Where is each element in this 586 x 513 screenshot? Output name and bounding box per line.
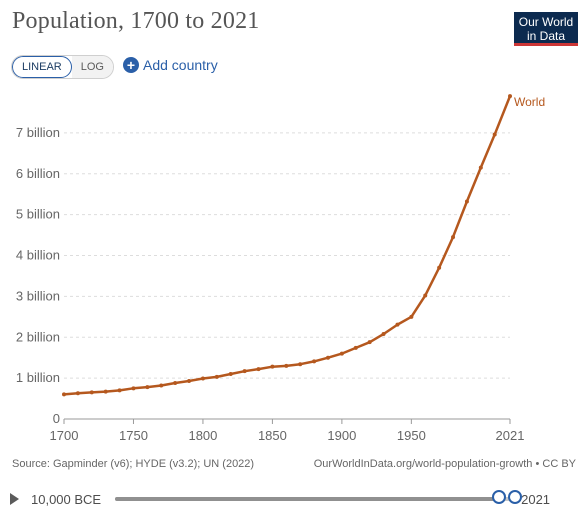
world-data-point[interactable]	[298, 362, 303, 367]
world-data-point[interactable]	[187, 378, 192, 383]
y-tick-label: 1 billion	[16, 370, 60, 385]
world-data-point[interactable]	[200, 376, 205, 381]
world-data-point[interactable]	[492, 132, 497, 137]
world-data-point[interactable]	[256, 367, 261, 372]
timeline-end-label: 2021	[521, 491, 551, 507]
world-data-point[interactable]	[214, 374, 219, 379]
x-tick-label: 1850	[258, 428, 287, 443]
timeline-end-handle[interactable]	[508, 490, 523, 504]
population-line-chart: 0 1 billion 2 billion 3 billion 4 billion 5 b…	[16, 94, 545, 443]
timeline-slider[interactable]	[115, 490, 523, 504]
world-data-point[interactable]	[159, 383, 164, 388]
y-tick-label: 5 billion	[16, 207, 60, 222]
world-data-point[interactable]	[423, 293, 428, 298]
world-data-point[interactable]	[62, 392, 66, 397]
world-data-point[interactable]	[145, 385, 150, 390]
y-tick-label: 2 billion	[16, 329, 60, 344]
world-data-point[interactable]	[437, 265, 442, 270]
x-tick-label: 1800	[188, 428, 217, 443]
plus-circle-icon: +	[123, 57, 139, 73]
world-data-point[interactable]	[131, 386, 136, 391]
owid-logo[interactable]: Our World in Data	[514, 12, 578, 46]
linear-scale-button[interactable]: LINEAR	[12, 56, 72, 78]
x-tick-label: 1900	[327, 428, 356, 443]
world-series-line[interactable]	[62, 94, 512, 396]
world-data-point[interactable]	[173, 381, 178, 386]
y-tick-label: 3 billion	[16, 288, 60, 303]
log-scale-button[interactable]: LOG	[71, 56, 113, 78]
timeline: 10,000 BCE 2021	[10, 488, 576, 510]
world-data-point[interactable]	[339, 351, 344, 356]
world-data-point[interactable]	[381, 331, 386, 336]
world-data-point[interactable]	[228, 372, 233, 377]
world-data-point[interactable]	[367, 340, 372, 345]
world-data-point[interactable]	[312, 359, 317, 364]
world-data-point[interactable]	[395, 322, 400, 327]
x-tick-label: 2021	[496, 428, 525, 443]
source-note[interactable]: Source: Gapminder (v6); HYDE (v3.2); UN …	[12, 458, 255, 470]
scale-toggle: LINEAR LOG	[11, 55, 114, 79]
add-country-button[interactable]: + Add country	[123, 57, 218, 73]
logo-line-2: in Data	[526, 29, 566, 43]
x-tick-label: 1950	[397, 428, 426, 443]
world-data-point[interactable]	[478, 165, 483, 170]
world-data-point[interactable]	[270, 364, 275, 369]
y-tick-label: 7 billion	[16, 125, 60, 140]
add-country-label: Add country	[143, 57, 218, 73]
y-tick-label: 4 billion	[16, 248, 60, 263]
play-icon[interactable]	[10, 493, 19, 505]
world-data-point[interactable]	[451, 235, 456, 240]
world-data-point[interactable]	[284, 363, 289, 368]
source-url[interactable]: OurWorldInData.org/world-population-grow…	[313, 458, 576, 470]
timeline-start-label: 10,000 BCE	[31, 491, 102, 507]
y-tick-label: 6 billion	[16, 166, 60, 181]
x-tick-label: 1700	[50, 428, 79, 443]
world-data-point[interactable]	[409, 314, 414, 319]
logo-line-1: Our World	[518, 15, 574, 29]
timeline-start-handle[interactable]	[491, 490, 506, 504]
y-tick-label: 0	[53, 411, 60, 426]
world-data-point[interactable]	[325, 355, 330, 360]
world-data-point[interactable]	[89, 390, 94, 395]
x-tick-label: 1750	[119, 428, 148, 443]
world-data-point[interactable]	[103, 389, 108, 394]
timeline-slider-fill	[115, 497, 501, 501]
world-data-point[interactable]	[508, 94, 512, 99]
world-data-point[interactable]	[464, 199, 469, 204]
world-series-label[interactable]: World	[514, 95, 545, 109]
chart-title: Population, 1700 to 2021	[12, 8, 260, 34]
world-data-point[interactable]	[117, 388, 122, 393]
world-data-point[interactable]	[242, 369, 247, 374]
world-data-point[interactable]	[75, 391, 80, 396]
world-data-point[interactable]	[353, 345, 358, 350]
